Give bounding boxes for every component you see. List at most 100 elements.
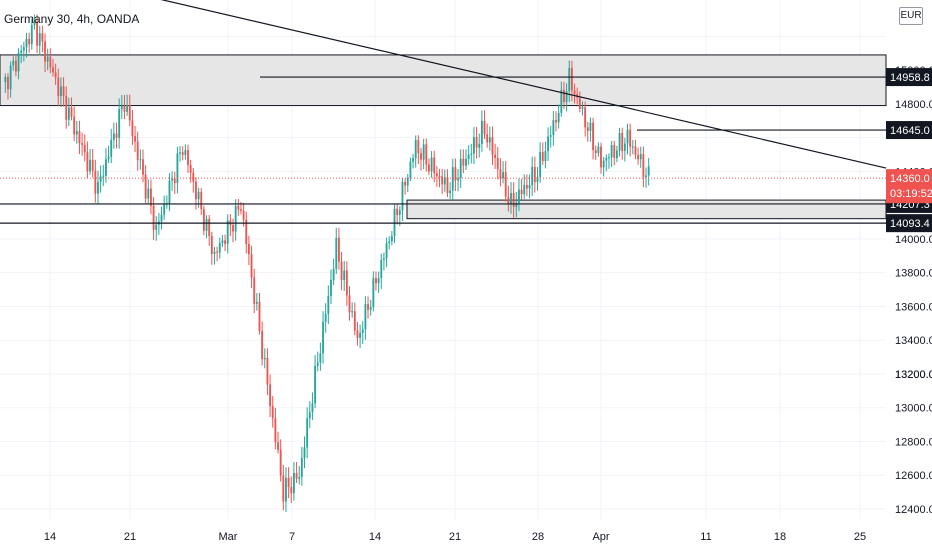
candle-body (631, 146, 634, 148)
symbol-title[interactable]: Germany 30, 4h, OANDA (4, 12, 140, 26)
candle-body (134, 136, 136, 142)
time-tick-label: 21 (449, 531, 461, 543)
candles-layer (4, 14, 650, 513)
candle-body (136, 141, 139, 160)
candle-body (83, 144, 86, 153)
candle-body (78, 131, 81, 144)
candle-body (266, 357, 269, 385)
candle-body (160, 214, 163, 222)
candle-body (435, 173, 438, 177)
candle-body (285, 477, 287, 502)
candle-body (602, 160, 605, 168)
candle-body (150, 188, 152, 206)
candle-body (187, 150, 189, 166)
candle-body (311, 403, 314, 413)
candle-body (502, 172, 504, 179)
candle-body (54, 72, 57, 78)
candle-body (483, 120, 486, 135)
candle-body (446, 177, 449, 194)
candle-body (49, 56, 52, 68)
candle-body (298, 476, 301, 479)
candle-body (589, 122, 592, 131)
candle-body (152, 205, 155, 230)
zone-box (406, 199, 887, 220)
candle-body (372, 278, 375, 308)
candle-body (488, 137, 491, 143)
candle-body (375, 278, 377, 284)
candle-body (192, 172, 195, 182)
candle-body (473, 137, 475, 154)
candle-body (261, 330, 264, 360)
candle-body (478, 143, 481, 148)
candle-body (306, 418, 309, 448)
zone-box (0, 54, 887, 107)
candle-body (189, 165, 192, 173)
level-tag-label: 14093.4 (890, 218, 930, 230)
candle-body (197, 191, 200, 200)
candle-body (255, 301, 258, 304)
candle-body (337, 237, 340, 262)
candle-body (67, 107, 70, 120)
candle-body (258, 301, 261, 331)
candle-body (390, 235, 393, 242)
price-tick-label: 13400.0 (895, 335, 932, 347)
currency-button[interactable]: EUR (899, 7, 923, 25)
candle-body (9, 65, 12, 90)
candle-body (126, 105, 129, 112)
candle-body (385, 243, 388, 259)
candle-body (28, 38, 31, 45)
candle-body (131, 120, 134, 137)
time-tick-label: 11 (700, 531, 711, 543)
candle-body (518, 189, 520, 203)
candle-body (171, 178, 174, 181)
candle-body (565, 91, 568, 102)
candle-body (300, 457, 303, 477)
candle-body (496, 157, 499, 170)
time-tick-label: 25 (854, 531, 866, 543)
candle-body (457, 178, 459, 181)
price-tick-label: 13200.0 (895, 369, 932, 381)
candle-body (597, 146, 600, 154)
candle-body (247, 243, 250, 255)
candle-body (181, 152, 184, 155)
level-tag (886, 214, 932, 233)
candle-body (525, 184, 528, 189)
price-tick-label: 14000.0 (895, 234, 932, 246)
candle-body (205, 218, 208, 231)
candle-body (364, 304, 367, 330)
candle-body (271, 406, 274, 419)
candle-body (62, 86, 65, 96)
drawings-layer (0, 0, 887, 224)
candle-body (557, 112, 560, 123)
price-tick-label: 13200.0 (895, 369, 932, 381)
candle-body (586, 127, 589, 131)
candle-body (57, 77, 60, 97)
candle-body (30, 25, 33, 45)
candle-body (173, 178, 176, 184)
candle-body (14, 60, 17, 72)
time-tick-label: 14 (44, 531, 56, 543)
candle-body (75, 131, 78, 135)
price-tick-label: 14800.0 (895, 99, 932, 111)
candle-body (345, 270, 348, 296)
candle-body (647, 166, 650, 176)
price-tick-label: 13000.0 (895, 403, 932, 415)
candle-body (4, 76, 7, 82)
candle-body (539, 152, 542, 177)
candle-body (520, 189, 523, 195)
candle-body (343, 270, 346, 280)
candle-body (128, 105, 131, 121)
candle-body (494, 154, 497, 158)
candle-body (316, 362, 319, 366)
candle-body (536, 176, 539, 183)
candle-body (202, 209, 205, 231)
candle-body (414, 140, 417, 159)
candle-body (626, 129, 629, 144)
candle-body (44, 41, 46, 62)
candle-body (274, 418, 277, 443)
candle-body (454, 167, 457, 181)
candle-body (356, 330, 359, 338)
chart-grid (0, 0, 886, 520)
candle-body (425, 144, 428, 165)
